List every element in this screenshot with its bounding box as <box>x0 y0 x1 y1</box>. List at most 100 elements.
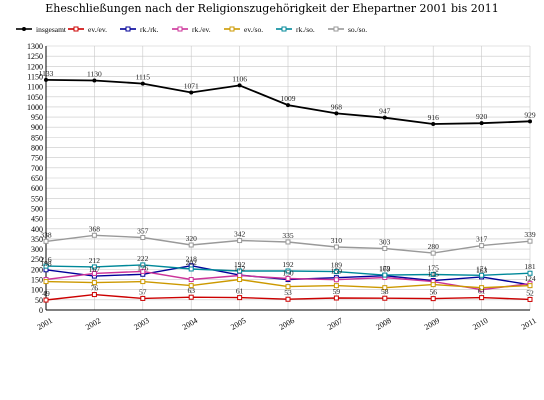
data-label: 175 <box>428 263 440 272</box>
data-point <box>189 90 194 95</box>
data-point <box>527 270 533 276</box>
y-tick-label: 1000 <box>27 103 43 112</box>
data-point <box>237 83 242 88</box>
legend-label: ev./ev. <box>88 25 107 34</box>
y-tick-label: 1150 <box>27 72 43 81</box>
data-label: 1133 <box>39 69 54 78</box>
data-point <box>528 119 532 124</box>
data-label: 181 <box>524 262 536 271</box>
data-point <box>382 272 388 278</box>
data-point <box>91 232 97 238</box>
data-label: 163 <box>476 266 488 275</box>
x-tick-label: 2010 <box>471 316 489 332</box>
y-tick-label: 450 <box>31 215 43 224</box>
data-label: 58 <box>381 287 389 296</box>
data-label: 59 <box>333 287 341 296</box>
data-point <box>188 283 194 289</box>
data-point <box>91 270 97 276</box>
y-tick-label: 950 <box>31 113 43 122</box>
data-point <box>237 295 243 301</box>
data-point <box>188 266 194 272</box>
data-point <box>188 242 194 248</box>
data-labels: 1133 1130 1115 1071 1106 1009 968 947 916 920 929 4… <box>39 69 536 298</box>
y-tick-label: 850 <box>31 133 43 142</box>
x-tick-label: 2008 <box>374 316 392 332</box>
data-point <box>479 121 484 126</box>
y-tick-label: 500 <box>31 204 43 213</box>
data-point <box>140 81 145 86</box>
data-point <box>188 294 194 300</box>
data-point <box>237 272 243 278</box>
data-point <box>237 277 243 283</box>
data-label: 56 <box>429 288 437 297</box>
data-point <box>188 277 194 283</box>
data-label: 159 <box>331 267 343 276</box>
data-point <box>382 245 388 251</box>
data-label: 1009 <box>281 94 296 103</box>
data-label: 61 <box>478 287 486 296</box>
data-label: 63 <box>187 286 195 295</box>
data-point <box>479 285 485 291</box>
legend-marker <box>333 26 339 32</box>
y-tick-label: 550 <box>31 194 43 203</box>
data-label: 280 <box>428 242 440 251</box>
y-tick-label: 600 <box>31 184 43 193</box>
data-point <box>333 295 339 301</box>
data-label: 310 <box>331 236 343 245</box>
legend-label: rk./so. <box>296 25 315 34</box>
data-point <box>382 295 388 301</box>
x-tick-label: 2007 <box>326 316 344 332</box>
data-point <box>285 296 291 302</box>
data-point <box>430 250 436 256</box>
y-tick-label: 1200 <box>27 62 43 71</box>
data-point <box>140 295 146 301</box>
x-tick-label: 2004 <box>181 316 199 332</box>
data-point <box>285 268 291 274</box>
data-point <box>140 235 146 241</box>
x-tick-label: 2006 <box>278 316 296 332</box>
data-label: 171 <box>476 264 488 273</box>
chart-title: Eheschließungen nach der Religionszugehö… <box>45 2 499 15</box>
y-tick-label: 1050 <box>27 93 43 102</box>
y-tick-label: 200 <box>31 265 43 274</box>
data-label: 53 <box>284 288 292 297</box>
data-point <box>430 282 436 288</box>
y-tick-label: 400 <box>31 225 43 234</box>
data-point <box>382 115 387 120</box>
data-label: 189 <box>331 261 343 270</box>
data-label: 49 <box>42 289 50 298</box>
data-point <box>527 238 533 244</box>
data-label: 192 <box>234 260 246 269</box>
legend-marker <box>73 26 79 32</box>
y-tick-label: 50 <box>35 296 43 305</box>
y-tick-label: 1300 <box>27 42 43 51</box>
x-tick-label: 2001 <box>36 316 54 332</box>
data-point <box>333 269 339 275</box>
data-label: 320 <box>186 234 198 243</box>
x-tick-label: 2005 <box>229 316 247 332</box>
data-point <box>479 272 485 278</box>
data-point <box>140 279 146 285</box>
data-point <box>333 277 339 283</box>
y-tick-label: 700 <box>31 164 43 173</box>
data-label: 339 <box>524 230 536 239</box>
data-label: 1115 <box>136 73 151 82</box>
x-tick-label: 2011 <box>520 316 538 332</box>
legend-label: insgesamt <box>36 25 67 34</box>
data-label: 212 <box>89 256 101 265</box>
legend-label: ev./so. <box>244 25 263 34</box>
legend-label: so./so. <box>348 25 367 34</box>
x-tick-label: 2002 <box>84 316 102 332</box>
legend-marker <box>177 26 183 32</box>
data-label: 368 <box>89 224 101 233</box>
data-label: 172 <box>234 264 246 273</box>
legend-marker <box>229 26 235 32</box>
x-tick-label: 2009 <box>423 316 441 332</box>
data-label: 176 <box>137 263 149 272</box>
data-point <box>237 268 243 274</box>
data-point <box>333 244 339 250</box>
data-point <box>334 111 339 116</box>
data-point <box>479 243 485 249</box>
y-tick-label: 250 <box>31 255 43 264</box>
data-label: 145 <box>428 270 440 279</box>
